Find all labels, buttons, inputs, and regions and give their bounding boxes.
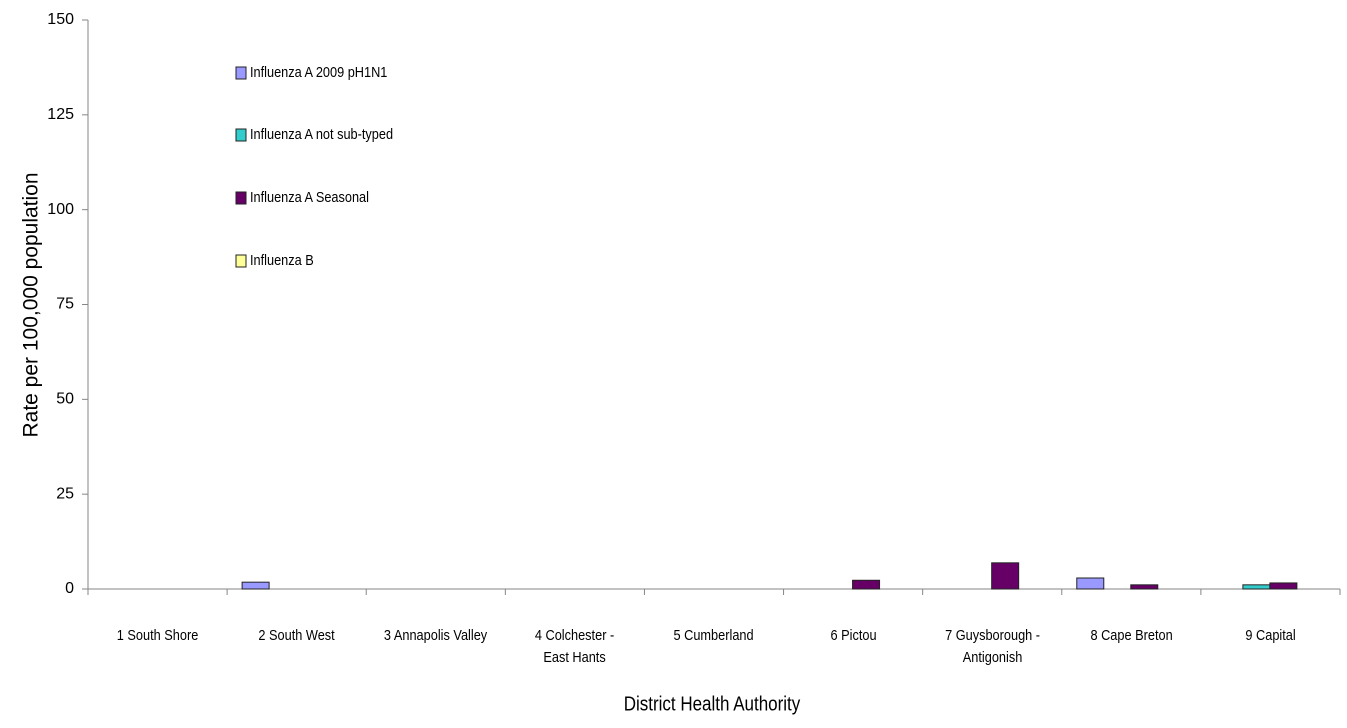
y-axis-title: Rate per 100,000 population [20, 172, 43, 437]
x-tick-label: 1 South Shore [116, 627, 199, 644]
x-tick-label: 6 Pictou [830, 627, 877, 644]
legend-label: Influenza A Seasonal [250, 188, 369, 205]
x-tick-label: 3 Annapolis Valley [384, 627, 488, 644]
bar [852, 579, 881, 590]
x-axis-title: District Health Authority [624, 692, 801, 715]
y-tick-label: 50 [56, 391, 74, 408]
y-tick-label: 100 [47, 201, 74, 218]
legend-label: Influenza B [250, 251, 314, 268]
y-tick-label: 25 [56, 485, 74, 502]
bar [1242, 584, 1271, 590]
y-tick-label: 75 [56, 296, 74, 313]
x-tick-label: 4 Colchester - East Hants [535, 627, 615, 666]
legend-swatch [235, 254, 247, 268]
bar [1076, 577, 1105, 590]
x-tick-label: 8 Cape Breton [1090, 627, 1173, 644]
legend-swatch [235, 66, 247, 80]
x-tick-label: 7 Guysborough - Antigonish [944, 627, 1040, 666]
x-tick-label: 2 South West [258, 627, 335, 644]
bar [241, 581, 270, 590]
legend-label: Influenza A 2009 pH1N1 [250, 63, 388, 80]
bar [991, 562, 1020, 590]
x-tick-label: 5 Cumberland [673, 627, 755, 644]
legend-swatch [235, 191, 247, 205]
y-tick-label: 150 [47, 11, 74, 28]
y-tick-label: 0 [65, 580, 74, 597]
bar [1130, 584, 1159, 590]
legend-swatch [235, 128, 247, 142]
bar [1269, 582, 1298, 590]
legend-label: Influenza A not sub-typed [250, 125, 393, 142]
y-tick-label: 125 [47, 106, 74, 123]
x-tick-label: 9 Capital [1245, 627, 1296, 644]
